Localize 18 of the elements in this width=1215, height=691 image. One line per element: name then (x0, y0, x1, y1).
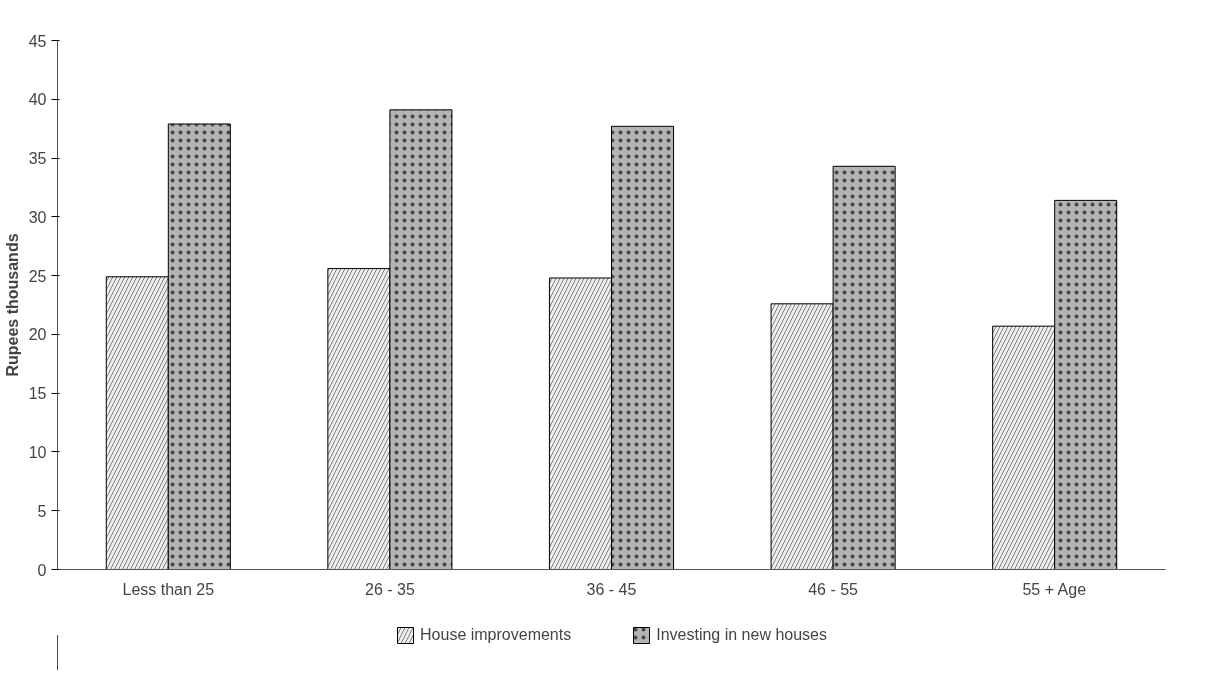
x-tick-label: Less than 25 (122, 580, 215, 598)
y-tick-label: 30 (28, 208, 47, 226)
y-tick-label: 0 (37, 561, 47, 579)
x-tick-label: 36 - 45 (586, 580, 637, 598)
y-tick-label: 5 (37, 502, 47, 520)
y-tick-label: 35 (28, 150, 47, 168)
y-tick-label: 25 (28, 267, 47, 285)
legend-label: Investing in new houses (656, 626, 827, 644)
x-tick-label: 26 - 35 (364, 580, 415, 598)
legend-label: House improvements (420, 626, 572, 644)
y-tick-label: 40 (28, 91, 47, 109)
x-tick-label: 55 + Age (1022, 580, 1087, 598)
y-tick-label: 20 (28, 326, 47, 344)
y-tick-label: 15 (28, 385, 47, 403)
y-tick-label: 45 (28, 32, 47, 50)
y-axis-title: Rupees thousands (3, 233, 21, 377)
x-tick-label: 46 - 55 (808, 580, 859, 598)
y-tick-label: 10 (28, 443, 47, 461)
